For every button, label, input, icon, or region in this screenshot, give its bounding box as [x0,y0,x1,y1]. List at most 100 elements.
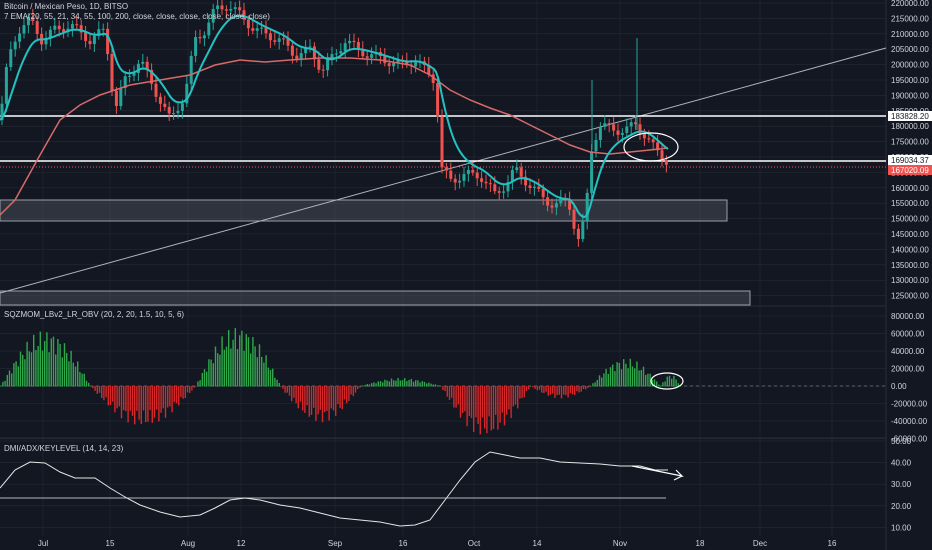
dmi-indicator-label[interactable]: DMI/ADX/KEYLEVEL (14, 14, 23) [4,444,124,453]
histogram-bar [131,386,134,416]
histogram-bar [256,357,258,387]
histogram-bar [397,378,399,387]
candle-body [361,49,365,57]
momentum-tick-label: -40000.00 [891,417,928,426]
histogram-bar [112,386,114,402]
histogram-bar [554,386,556,398]
histogram-bar [44,341,46,387]
histogram-bar [302,386,304,411]
price-tick-label: 160000.00 [891,184,929,193]
histogram-bar [158,386,160,422]
momentum-tick-label: 60000.00 [891,330,925,339]
histogram-bar [627,368,629,387]
support-zone-box[interactable] [0,199,728,222]
candle-body [189,55,193,84]
candle-body [440,116,444,168]
histogram-bar [499,386,501,423]
histogram-bar [640,370,642,387]
candle-body [312,46,316,60]
candle-body [559,197,563,204]
candle-body [541,188,545,198]
candle-body [436,83,440,117]
histogram-bar [377,381,379,387]
adx-line[interactable] [0,451,668,527]
histogram-bar [432,384,434,387]
candle-body [510,170,514,183]
candle-body [101,28,105,30]
histogram-bar [492,386,495,430]
candle-body [431,74,435,84]
annotation-ellipse[interactable] [650,372,684,390]
candle-body [528,185,532,188]
candle-body [537,186,541,189]
histogram-bar [55,354,57,387]
price-axis[interactable]: 220000.00 215000.00 210000.00 205000.00 2000… [891,0,929,301]
histogram-bar [92,386,94,389]
candle-body [656,142,660,151]
histogram-bar [337,386,339,405]
momentum-axis[interactable]: 80000.00 60000.00 40000.00 20000.00 0.00 -200… [891,312,928,444]
candle-body [75,24,79,26]
ema-fast-line[interactable] [0,14,669,219]
candle-body [282,38,286,40]
histogram-bar [199,380,201,387]
histogram-bar [580,386,582,392]
ema-slow-line[interactable] [0,57,669,216]
lower-support-zone-box[interactable] [0,290,751,306]
histogram-bar [85,380,88,387]
histogram-bar [410,378,412,387]
histogram-bar [528,386,530,390]
histogram-bar [310,386,313,415]
histogram-bar [558,386,560,395]
histogram-bar [563,386,565,395]
histogram-bar [506,386,508,415]
histogram-bar [147,386,149,422]
histogram-bar [368,384,371,387]
histogram-bar [33,334,35,387]
histogram-bar [276,379,278,387]
candle-body [603,123,607,127]
histogram-bar [265,355,267,387]
histogram-bar [428,382,430,387]
histogram-bar [15,361,17,387]
dmi-tick-label: 30.00 [891,480,912,489]
candle-body [471,170,475,173]
candle-body [396,59,400,64]
histogram-bar [291,386,293,402]
trend-line[interactable] [0,47,887,294]
histogram-bar [164,386,167,418]
momentum-tick-label: 80000.00 [891,312,925,321]
histogram-bar [399,380,401,387]
momentum-tick-label: -60000.00 [891,435,928,444]
histogram-bar [620,369,623,387]
histogram-bar [280,386,282,387]
histogram-bar [415,380,417,387]
time-tick-label: Jul [38,539,48,548]
candle-body [242,10,246,20]
annotation-ellipse[interactable] [623,132,679,162]
candle-body [506,182,510,192]
candle-body [0,103,4,120]
histogram-bar [645,374,647,387]
ema-indicator-label[interactable]: 7 EMA(20, 55, 21, 34, 55, 100, 200, clos… [4,12,270,21]
time-axis[interactable]: Jul 15 Aug 12 Sep 16 Oct 14 Nov 18 Dec 16 [38,539,837,548]
sqzmom-indicator-label[interactable]: SQZMOM_LBv2_LR_OBV (20, 2, 20, 1.5, 10, … [4,310,185,319]
histogram-bar [59,343,61,387]
time-tick-label: 12 [237,539,246,548]
histogram-bar [401,380,404,387]
histogram-bar [532,386,534,388]
candle-body [110,54,114,91]
histogram-bar [512,386,514,407]
histogram-bar [497,386,499,430]
candle-body [488,183,492,185]
dmi-axis[interactable]: 50.00 40.00 30.00 20.00 10.00 [891,437,912,532]
histogram-bar [668,375,671,387]
histogram-bar [77,361,79,387]
histogram-bar [598,375,601,387]
price-badge [888,155,932,165]
arrow-annotation[interactable] [631,465,684,481]
histogram-bar [446,386,448,397]
candle-body [647,138,651,140]
candle-body [145,61,149,70]
